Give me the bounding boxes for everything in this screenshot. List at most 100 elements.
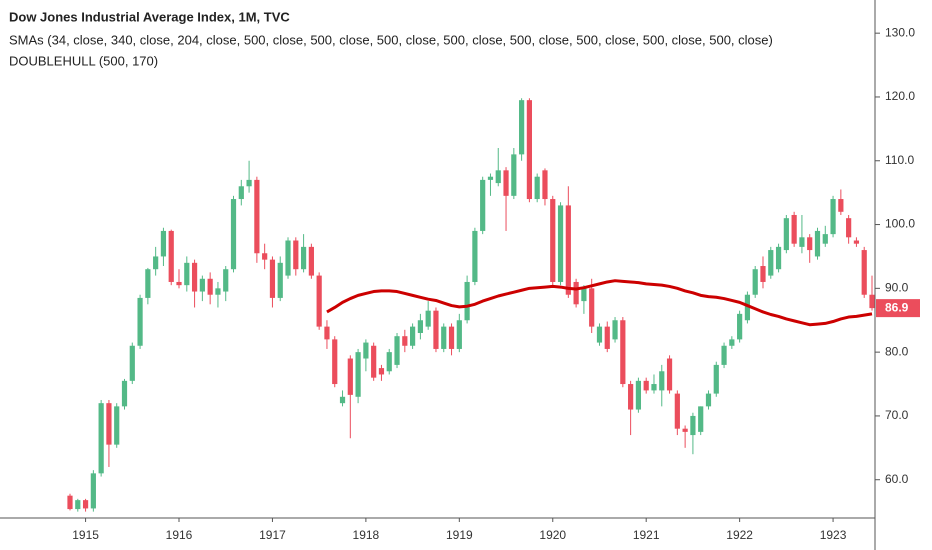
- candle-body: [511, 154, 517, 196]
- candle-body: [869, 294, 875, 309]
- candle-body: [526, 100, 532, 200]
- y-tick-label: 90.0: [885, 281, 909, 295]
- candle-body: [417, 320, 423, 333]
- y-tick-label: 70.0: [885, 408, 909, 422]
- candle-body: [495, 170, 501, 184]
- candle-body: [861, 250, 867, 295]
- candle-body: [207, 278, 213, 295]
- candle-body: [666, 358, 673, 391]
- candle-body: [199, 278, 205, 292]
- candle-body: [448, 326, 455, 349]
- candle-body: [620, 320, 626, 385]
- price-tag-label: 86.9: [885, 300, 909, 314]
- candle-body: [721, 345, 727, 365]
- candle-body: [355, 352, 361, 397]
- y-tick-label: 120.0: [885, 89, 915, 103]
- candle-body: [215, 288, 221, 295]
- candle-body: [775, 246, 782, 270]
- x-tick-label: 1923: [820, 528, 847, 542]
- candle-body: [223, 269, 229, 292]
- candle-body: [433, 310, 439, 349]
- candle-body: [285, 240, 291, 276]
- y-tick-label: 100.0: [885, 217, 915, 231]
- candle-body: [737, 313, 743, 340]
- candle-body: [145, 269, 151, 298]
- candle-body: [293, 240, 299, 270]
- candle-body: [830, 199, 836, 235]
- candle-body: [67, 495, 73, 510]
- candle-body: [339, 396, 346, 404]
- candle-body: [324, 326, 330, 340]
- candle-body: [799, 237, 805, 247]
- candle-body: [386, 352, 392, 372]
- candle-body: [565, 205, 571, 295]
- candle-body: [557, 205, 564, 282]
- candle-body: [246, 179, 252, 187]
- candle-body: [519, 100, 525, 155]
- candle-body: [300, 246, 307, 270]
- candle-body: [464, 281, 470, 321]
- candle-body: [238, 186, 244, 200]
- candle-body: [153, 256, 159, 270]
- price-tag: [876, 299, 920, 318]
- x-tick-label: 1921: [633, 528, 660, 542]
- candle-body: [137, 297, 143, 346]
- candle-body: [332, 339, 338, 385]
- x-tick-label: 1922: [726, 528, 753, 542]
- candle-body: [534, 176, 540, 200]
- candle-body: [713, 364, 719, 394]
- candle-body: [75, 500, 81, 510]
- candle-body: [230, 199, 237, 270]
- candle-body: [768, 250, 774, 276]
- candle-body: [550, 199, 556, 282]
- candle-body: [82, 500, 89, 509]
- y-tick-label: 60.0: [885, 472, 909, 486]
- candle-body: [277, 262, 283, 298]
- candle-body: [129, 345, 135, 381]
- candle-body: [838, 199, 844, 212]
- candle-body: [168, 230, 174, 282]
- candle-body: [480, 179, 486, 231]
- y-tick-label: 130.0: [885, 25, 915, 39]
- candle-body: [682, 428, 688, 432]
- candle-body: [822, 234, 828, 244]
- candle-body: [604, 326, 610, 349]
- candle-body: [690, 415, 696, 436]
- candle-body: [573, 281, 579, 305]
- candle-body: [378, 368, 385, 375]
- candle-body: [791, 214, 797, 244]
- x-tick-label: 1916: [166, 528, 193, 542]
- candle-body: [121, 380, 128, 407]
- candle-body: [503, 170, 509, 196]
- indicator-legend: DOUBLEHULL (500, 170): [9, 53, 158, 68]
- x-tick-label: 1918: [353, 528, 380, 542]
- candle-body: [760, 266, 766, 282]
- candle-body: [659, 371, 665, 391]
- candle-body: [752, 269, 758, 295]
- candle-body: [542, 170, 548, 200]
- chart-title: Dow Jones Industrial Average Index, 1M, …: [9, 9, 290, 24]
- candle-body: [269, 259, 276, 298]
- candle-body: [744, 294, 751, 321]
- candle-body: [846, 218, 852, 238]
- candle-body: [425, 310, 431, 327]
- candle-body: [363, 342, 369, 359]
- candle-body: [191, 262, 198, 292]
- candle-body: [176, 281, 182, 286]
- candle-body: [410, 326, 416, 346]
- candle-body: [705, 393, 712, 407]
- candle-body: [853, 240, 860, 244]
- candle-body: [807, 237, 813, 251]
- candle-body: [674, 393, 680, 429]
- candle-body: [589, 288, 595, 327]
- candle-body: [612, 320, 618, 340]
- candle-body: [814, 230, 821, 257]
- x-tick-label: 1920: [539, 528, 566, 542]
- candle-body: [783, 218, 789, 251]
- candle-body: [160, 230, 167, 257]
- candle-body: [308, 246, 314, 276]
- candle-body: [456, 320, 462, 349]
- candle-body: [643, 380, 649, 391]
- x-tick-label: 1915: [72, 528, 99, 542]
- candle-body: [729, 339, 735, 346]
